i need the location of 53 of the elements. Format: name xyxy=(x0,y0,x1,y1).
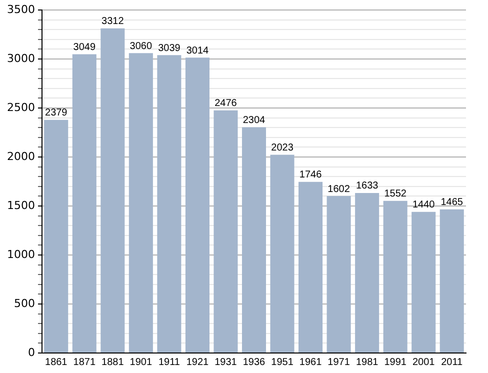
bar xyxy=(383,200,408,352)
bar xyxy=(44,120,68,352)
data-label: 3312 xyxy=(102,16,124,28)
bar xyxy=(298,182,323,352)
bar xyxy=(157,55,182,352)
x-tick-label: 2001 xyxy=(412,356,436,368)
bar xyxy=(440,209,464,352)
x-tick-label: 1931 xyxy=(214,356,238,368)
x-tick-label: 1861 xyxy=(45,356,68,368)
bar xyxy=(214,110,238,352)
x-tick-label: 1981 xyxy=(356,356,379,368)
data-label: 3049 xyxy=(73,42,96,53)
x-tick-label: 1961 xyxy=(299,356,322,368)
bar xyxy=(185,58,210,352)
bar xyxy=(355,192,380,352)
x-tick-label: 1991 xyxy=(384,356,407,368)
data-label: 3060 xyxy=(130,40,152,52)
bar xyxy=(270,154,294,352)
y-tick-label: 2500 xyxy=(6,100,35,114)
x-tick-label: 1936 xyxy=(242,356,266,368)
bar xyxy=(100,28,125,352)
x-tick-label: 1951 xyxy=(271,356,294,368)
data-label: 3014 xyxy=(186,45,210,56)
data-label: 2379 xyxy=(45,108,68,119)
data-label: 1602 xyxy=(328,184,350,195)
x-tick-label: 2011 xyxy=(441,356,464,368)
bar xyxy=(72,54,96,352)
bar xyxy=(412,212,436,352)
y-tick-label: 1500 xyxy=(6,198,35,212)
bar xyxy=(242,127,266,352)
x-tick-label: 1871 xyxy=(73,356,96,368)
x-tick-label: 1921 xyxy=(186,356,210,368)
y-tick-label: 1000 xyxy=(6,248,35,261)
x-tick-label: 1881 xyxy=(102,356,124,368)
data-label: 1552 xyxy=(384,188,407,200)
data-label: 1633 xyxy=(356,180,379,192)
data-label: 3039 xyxy=(158,42,181,54)
y-tick-label: 0 xyxy=(28,346,35,359)
x-tick-label: 1971 xyxy=(328,356,350,368)
x-tick-label: 1911 xyxy=(158,356,180,368)
bar xyxy=(128,53,153,352)
data-label: 2023 xyxy=(271,142,294,154)
data-label: 1440 xyxy=(412,200,436,211)
y-tick-label: 3000 xyxy=(6,52,35,65)
data-label: 1465 xyxy=(440,197,464,208)
y-tick-label: 500 xyxy=(14,296,35,310)
data-label: 1746 xyxy=(299,170,322,181)
y-tick-label: 2000 xyxy=(6,150,35,163)
x-tick-label: 1901 xyxy=(130,356,152,368)
data-label: 2304 xyxy=(242,114,266,126)
data-label: 2476 xyxy=(214,98,238,110)
bar xyxy=(326,196,351,352)
y-tick-label: 3500 xyxy=(6,2,35,16)
